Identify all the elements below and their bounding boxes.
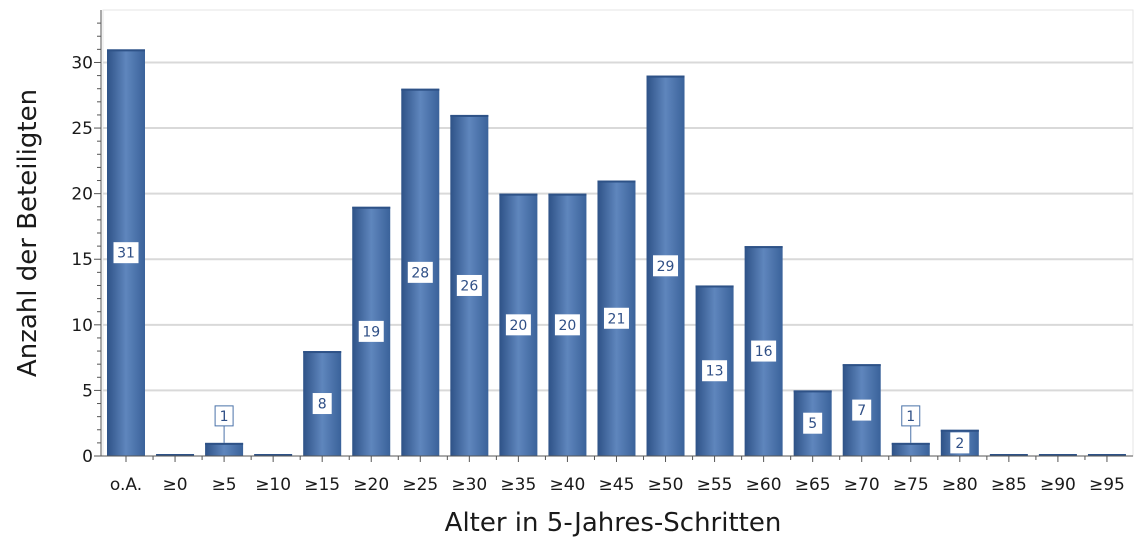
data-label: 31 [117,246,135,262]
data-label: 5 [808,416,817,432]
x-tick-label: ≥55 [697,475,733,495]
gridlines [103,61,1133,392]
x-tick-label: ≥25 [402,475,438,495]
data-label-box [113,242,139,264]
x-tick-label: ≥5 [212,475,237,495]
bar-top-edge [940,429,979,432]
data-label-box [603,307,629,329]
data-label-box [852,399,872,421]
bar-top-edge [646,75,685,78]
x-tick-label: ≥95 [1089,475,1125,495]
data-label: 26 [460,278,478,294]
data-label-box [358,320,384,342]
bar-top-edge [401,88,440,91]
data-label-box [407,261,433,283]
y-tick-label: 20 [71,185,93,205]
y-tick-label: 15 [71,250,93,270]
bar-top-edge [450,114,489,117]
bar-top-edge [499,193,538,196]
bar-top-edge [107,49,145,52]
x-tick-label: ≥65 [795,475,831,495]
x-tick-label: ≥10 [255,475,291,495]
data-label: 8 [318,397,327,413]
x-tick-label: ≥85 [991,475,1027,495]
x-tick-label: ≥75 [893,475,929,495]
bar-top-edge [891,442,930,445]
x-tick-label: ≥30 [451,475,487,495]
data-labels: 31 1 8 19 28 26 20 20 21 29 13 16 5 7 1 2 [113,242,970,454]
x-tick-label: ≥15 [304,475,340,495]
data-label: 2 [955,436,964,452]
bar-top-edge [548,193,587,196]
data-label: 7 [857,403,866,419]
y-tick-label: 10 [71,316,93,336]
data-label-box [901,405,921,427]
data-label-box [653,255,679,277]
data-label-box [214,405,234,427]
bar-top-edge [695,285,734,288]
bar-top-edge [793,390,832,393]
bar [1087,454,1126,456]
bar-top-edge [205,442,244,445]
bar [891,442,930,456]
y-tick-label: 25 [71,119,93,139]
data-label-box [702,360,728,382]
data-label-box [554,314,580,336]
bar [1038,454,1077,456]
data-label-box [803,412,823,434]
x-tick-label: ≥80 [942,475,978,495]
x-tick-label: ≥90 [1040,475,1076,495]
x-tick-label: ≥20 [353,475,389,495]
bar-top-edge [597,180,636,183]
bar-top-edge [744,246,783,249]
data-label-box [456,274,482,296]
data-label: 13 [706,364,724,380]
bar-top-edge [842,364,881,367]
bar [156,454,195,456]
data-label-box [312,393,332,415]
x-axis-title: Alter in 5-Jahres-Schritten [445,508,782,538]
data-label: 1 [220,409,229,425]
bar-top-edge [303,351,342,354]
data-label-box [505,314,531,336]
x-tick-label: o.A. [110,475,142,495]
data-label: 28 [411,265,429,281]
bar [205,442,244,456]
y-tick-label: 0 [82,447,93,467]
y-tick-label: 5 [82,381,93,401]
y-axis-title: Anzahl der Beteiligten [13,89,43,377]
x-tick-label: ≥70 [844,475,880,495]
y-tick-label: 30 [71,53,93,73]
bar-top-edge [352,206,391,209]
x-tick-label: ≥45 [599,475,635,495]
data-label: 21 [608,311,626,327]
data-label: 19 [362,324,380,340]
data-label: 29 [657,259,675,275]
bar [254,454,293,456]
data-label: 1 [906,409,915,425]
data-label-box [950,432,970,454]
bar [989,454,1028,456]
bars [107,49,1126,457]
data-label: 20 [509,318,527,334]
x-tick-label: ≥60 [746,475,782,495]
data-label: 20 [559,318,577,334]
x-tick-label: ≥0 [163,475,188,495]
x-tick-label: ≥50 [648,475,684,495]
x-tick-label: ≥35 [500,475,536,495]
x-tick-label: ≥40 [549,475,585,495]
data-label-box [751,340,777,362]
data-label: 16 [755,344,773,360]
